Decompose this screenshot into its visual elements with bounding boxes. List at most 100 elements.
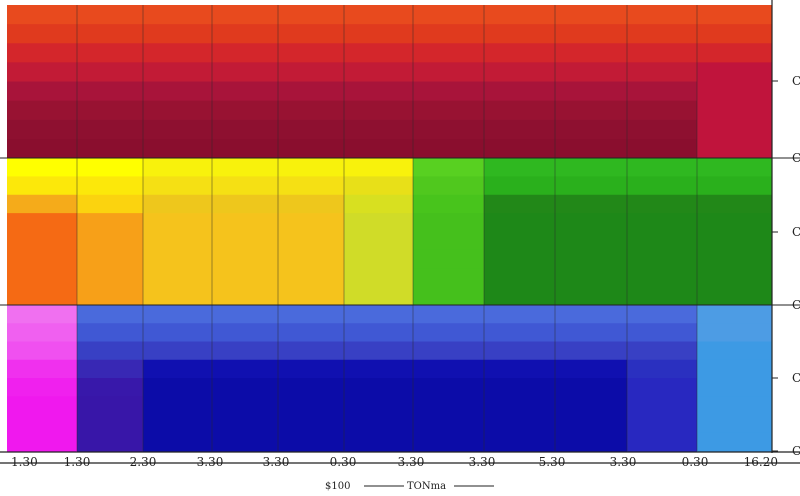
heatmap-cell xyxy=(697,24,772,44)
heatmap-cell xyxy=(627,414,697,434)
heatmap-cell xyxy=(7,323,77,343)
heatmap-cell xyxy=(484,305,555,324)
heatmap-cell xyxy=(484,194,555,214)
heatmap-cell xyxy=(344,158,413,177)
heatmap-cell xyxy=(212,359,278,379)
heatmap-cell xyxy=(627,100,697,121)
heatmap-cell xyxy=(697,432,772,452)
heatmap-cell xyxy=(697,305,772,324)
heatmap-cell xyxy=(7,213,77,233)
heatmap-cell xyxy=(278,249,344,269)
heatmap-cell xyxy=(627,138,697,159)
heatmap-cell xyxy=(555,213,627,233)
heatmap-cell xyxy=(278,176,344,196)
heatmap-cell xyxy=(627,119,697,140)
heatmap-cell xyxy=(212,213,278,233)
x-tick-label: 3.30 xyxy=(398,455,425,469)
heatmap-cell xyxy=(77,414,143,434)
heatmap-cell xyxy=(413,341,484,361)
heatmap-cell xyxy=(484,432,555,452)
heatmap-cell xyxy=(413,286,484,306)
heatmap-cell xyxy=(627,286,697,306)
heatmap-cell xyxy=(278,194,344,214)
heatmap-cell xyxy=(484,158,555,177)
x-tick-label: 3.30 xyxy=(197,455,224,469)
heatmap-cell xyxy=(555,341,627,361)
heatmap-cell xyxy=(484,213,555,233)
heatmap-cell xyxy=(7,341,77,361)
heatmap-cell xyxy=(555,268,627,288)
heatmap-cell xyxy=(413,194,484,214)
heatmap-cell xyxy=(697,286,772,306)
heatmap-cell xyxy=(484,62,555,83)
heatmap-cell xyxy=(627,249,697,269)
heatmap-cell xyxy=(627,396,697,416)
heatmap-cell xyxy=(212,305,278,324)
heatmap-cell xyxy=(484,414,555,434)
heatmap-cell xyxy=(77,43,143,63)
heatmap-cell xyxy=(413,100,484,121)
heatmap-cell xyxy=(413,119,484,140)
heatmap-cell xyxy=(7,414,77,434)
y-tick-label: C xyxy=(792,74,800,88)
caption-left-text: $100 xyxy=(325,481,350,492)
heatmap-cell xyxy=(77,5,143,25)
heatmap-cell xyxy=(7,100,77,121)
heatmap-cell xyxy=(344,24,413,44)
heatmap-cell xyxy=(697,249,772,269)
heatmap-cell xyxy=(7,432,77,452)
heatmap-cell xyxy=(278,62,344,83)
heatmap-cell xyxy=(278,81,344,102)
heatmap-cell xyxy=(484,119,555,140)
heatmap-cell xyxy=(143,43,212,63)
heatmap-cell xyxy=(555,81,627,102)
heatmap-cell xyxy=(555,231,627,251)
heatmap-cell xyxy=(627,158,697,177)
heatmap-cell xyxy=(344,359,413,379)
heatmap-cell xyxy=(212,24,278,44)
heatmap-cell xyxy=(77,194,143,214)
heatmap-cell xyxy=(344,138,413,159)
heatmap-cell xyxy=(413,414,484,434)
heatmap-cell xyxy=(212,341,278,361)
heatmap-cell xyxy=(555,100,627,121)
heatmap-cell xyxy=(413,249,484,269)
heatmap-cell xyxy=(143,341,212,361)
heatmap-cell xyxy=(344,378,413,397)
heatmap-cell xyxy=(344,305,413,324)
x-tick-label: 0.30 xyxy=(330,455,357,469)
heatmap-cell xyxy=(413,323,484,343)
heatmap-cell xyxy=(7,231,77,251)
heatmap-cell xyxy=(555,323,627,343)
heatmap-cell xyxy=(413,378,484,397)
heatmap-cell xyxy=(697,62,772,83)
heatmap-cell xyxy=(143,432,212,452)
heatmap-cell xyxy=(278,341,344,361)
heatmap-cell xyxy=(697,194,772,214)
heatmap-cell xyxy=(555,432,627,452)
heatmap-cell xyxy=(212,176,278,196)
heatmap-cell xyxy=(627,378,697,397)
x-tick-label: 5.30 xyxy=(539,455,566,469)
heatmap-cell xyxy=(484,5,555,25)
heatmap-cell xyxy=(143,231,212,251)
heatmap-cell xyxy=(555,359,627,379)
heatmap-cell xyxy=(627,5,697,25)
heatmap-cell xyxy=(77,359,143,379)
heatmap-cell xyxy=(344,81,413,102)
heatmap-cell xyxy=(143,414,212,434)
heatmap-cell xyxy=(344,249,413,269)
heatmap-cell xyxy=(77,396,143,416)
heatmap-cell xyxy=(627,268,697,288)
heatmap-cell xyxy=(143,176,212,196)
y-tick-label: C xyxy=(792,298,800,312)
x-tick-label: 3.30 xyxy=(469,455,496,469)
heatmap-cell xyxy=(697,268,772,288)
heatmap-cell xyxy=(627,359,697,379)
heatmap-cell xyxy=(413,176,484,196)
heatmap-cell xyxy=(627,432,697,452)
heatmap-cell xyxy=(77,378,143,397)
heatmap-cell xyxy=(77,138,143,159)
x-tick-label: 3.30 xyxy=(610,455,637,469)
